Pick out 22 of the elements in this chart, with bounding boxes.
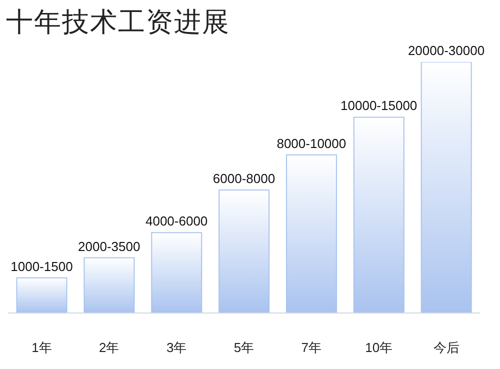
x-tick-label: 10年 — [365, 340, 393, 356]
annotation: 4000-6000 — [145, 214, 208, 229]
x-tick-label: 5年 — [234, 340, 254, 356]
annotation: 10000-15000 — [340, 98, 418, 114]
x-tick-label: 今后 — [433, 340, 460, 356]
bar — [286, 154, 337, 313]
annotation: 6000-8000 — [212, 171, 276, 186]
x-tick-label: 7年 — [301, 340, 322, 356]
x-tick-label: 1年 — [32, 340, 52, 356]
bar — [16, 277, 68, 313]
bar — [353, 116, 404, 313]
x-tick-label: 3年 — [166, 340, 187, 356]
annotation: 1000-1500 — [10, 258, 73, 274]
x-tick-label: 2年 — [99, 340, 120, 356]
bar — [218, 190, 270, 313]
bar — [151, 232, 202, 313]
annotation: 2000-3500 — [78, 238, 140, 254]
chart-title: 十年技术工资进展 — [6, 6, 230, 40]
bar — [420, 62, 472, 313]
annotation: 20000-30000 — [408, 43, 485, 58]
bar — [84, 257, 135, 313]
annotation: 8000-10000 — [276, 136, 346, 151]
